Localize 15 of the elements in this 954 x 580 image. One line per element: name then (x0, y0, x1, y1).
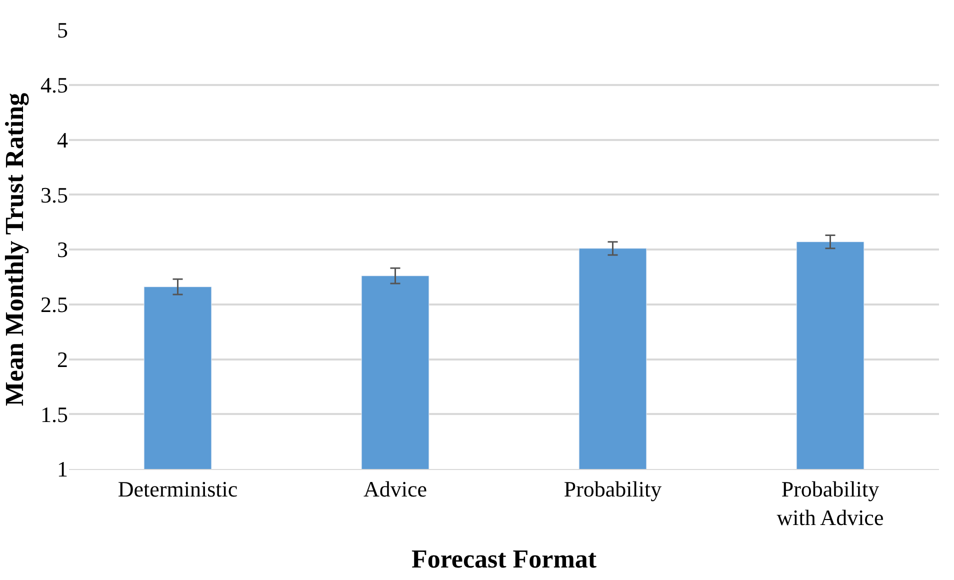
x-tick-label: Probability with Advice (776, 476, 884, 530)
x-tick-label: Advice (363, 476, 428, 502)
y-tick-label: 1.5 (40, 402, 68, 427)
y-axis-title: Mean Monthly Trust Rating (0, 92, 29, 406)
x-tick-label: Probability (564, 476, 662, 502)
y-tick-label: 2.5 (40, 292, 68, 318)
y-tick-label: 2 (57, 346, 68, 372)
y-tick-label: 4.5 (40, 72, 68, 98)
x-axis-title: Forecast Format (411, 544, 597, 574)
x-tick-label: Deterministic (118, 476, 238, 502)
y-tick-label: 3.5 (40, 182, 68, 208)
y-tick-label: 1 (57, 456, 68, 482)
y-tick-label: 3 (57, 237, 68, 262)
y-tick-label: 5 (57, 18, 68, 43)
y-tick-label: 4 (57, 127, 68, 152)
